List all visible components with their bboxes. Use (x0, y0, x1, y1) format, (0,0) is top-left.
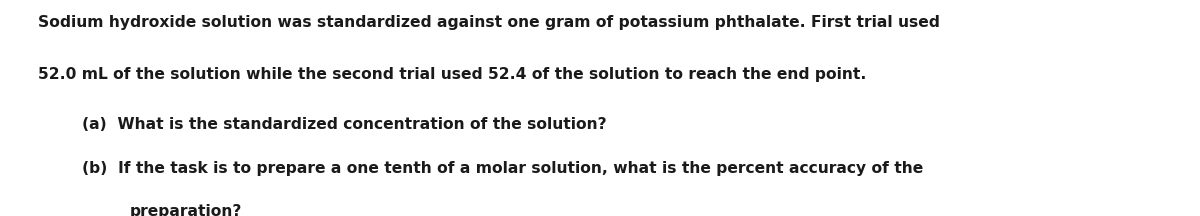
Text: 52.0 mL of the solution while the second trial used 52.4 of the solution to reac: 52.0 mL of the solution while the second… (38, 67, 866, 82)
Text: (b)  If the task is to prepare a one tenth of a molar solution, what is the perc: (b) If the task is to prepare a one tent… (82, 161, 923, 176)
Text: preparation?: preparation? (130, 204, 242, 216)
Text: Sodium hydroxide solution was standardized against one gram of potassium phthala: Sodium hydroxide solution was standardiz… (38, 15, 941, 30)
Text: (a)  What is the standardized concentration of the solution?: (a) What is the standardized concentrati… (82, 117, 606, 132)
